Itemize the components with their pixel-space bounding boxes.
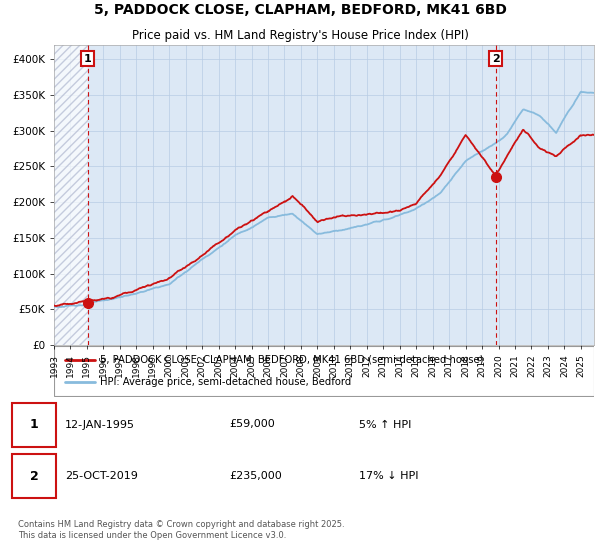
Text: Contains HM Land Registry data © Crown copyright and database right 2025.
This d: Contains HM Land Registry data © Crown c… — [18, 520, 344, 540]
Text: £235,000: £235,000 — [229, 471, 282, 481]
Text: 1: 1 — [29, 418, 38, 431]
Text: 17% ↓ HPI: 17% ↓ HPI — [359, 471, 418, 481]
Text: Price paid vs. HM Land Registry's House Price Index (HPI): Price paid vs. HM Land Registry's House … — [131, 29, 469, 41]
Text: 12-JAN-1995: 12-JAN-1995 — [65, 419, 135, 430]
Bar — [54, 45, 88, 345]
Text: 2: 2 — [29, 470, 38, 483]
FancyBboxPatch shape — [12, 403, 56, 446]
Text: 2: 2 — [491, 54, 499, 63]
Text: 5% ↑ HPI: 5% ↑ HPI — [359, 419, 411, 430]
Text: £59,000: £59,000 — [229, 419, 275, 430]
Text: 5, PADDOCK CLOSE, CLAPHAM, BEDFORD, MK41 6BD (semi-detached house): 5, PADDOCK CLOSE, CLAPHAM, BEDFORD, MK41… — [100, 354, 484, 365]
Text: HPI: Average price, semi-detached house, Bedford: HPI: Average price, semi-detached house,… — [100, 377, 351, 388]
Text: 5, PADDOCK CLOSE, CLAPHAM, BEDFORD, MK41 6BD: 5, PADDOCK CLOSE, CLAPHAM, BEDFORD, MK41… — [94, 3, 506, 17]
Text: 25-OCT-2019: 25-OCT-2019 — [65, 471, 137, 481]
Text: 1: 1 — [84, 54, 91, 63]
FancyBboxPatch shape — [12, 454, 56, 498]
